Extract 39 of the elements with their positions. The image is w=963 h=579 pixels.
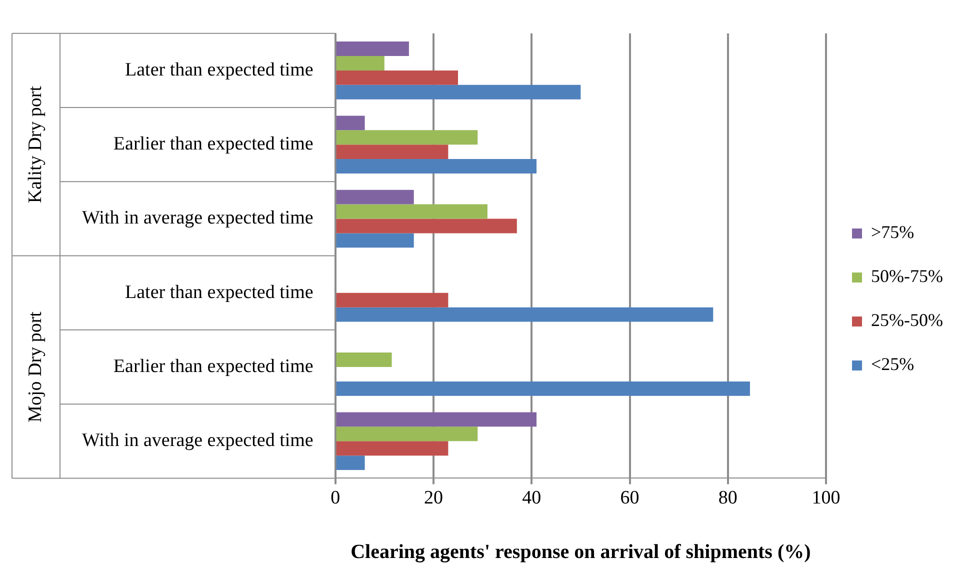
bar <box>336 144 448 160</box>
bar <box>336 159 537 174</box>
bar <box>336 441 448 456</box>
x-tick-label: 80 <box>718 488 738 509</box>
x-tick-label: 100 <box>812 488 840 509</box>
bar <box>336 233 414 248</box>
y-tick-label: Earlier than expected time <box>113 356 314 377</box>
x-axis-title: Clearing agents' response on arrival of shipments (%) <box>350 541 811 564</box>
bar <box>336 412 537 427</box>
bar <box>336 204 488 219</box>
bar <box>336 218 517 234</box>
bar <box>336 352 392 367</box>
bar <box>336 116 365 130</box>
bar <box>336 292 448 308</box>
legend-label: >75% <box>871 222 914 242</box>
text: Kality Dry port <box>24 85 46 204</box>
bar <box>336 456 365 470</box>
y-tick-label: Later than expected time <box>125 59 314 80</box>
legend-label: 25%-50% <box>871 310 944 330</box>
bar <box>336 381 750 396</box>
bar <box>336 56 384 70</box>
y-tick-label: With in average expected time <box>82 430 314 452</box>
bar <box>336 42 409 56</box>
bar <box>336 130 478 145</box>
y-tick-label: Later than expected time <box>125 282 314 303</box>
bar <box>336 307 714 322</box>
y-tick-label: Earlier than expected time <box>113 134 314 155</box>
bar <box>336 70 458 85</box>
x-tick-label: 20 <box>424 488 443 509</box>
x-tick-label: 0 <box>330 488 340 509</box>
x-tick-label: 60 <box>620 488 640 509</box>
legend-label: 50%-75% <box>871 266 944 286</box>
legend-label: <25% <box>871 354 914 374</box>
bar <box>336 190 414 204</box>
bar <box>336 84 581 100</box>
y-tick-label: With in average expected time <box>82 208 314 229</box>
text: Mojo Dry port <box>24 310 46 422</box>
bar <box>336 426 478 442</box>
x-tick-label: 40 <box>522 488 542 509</box>
